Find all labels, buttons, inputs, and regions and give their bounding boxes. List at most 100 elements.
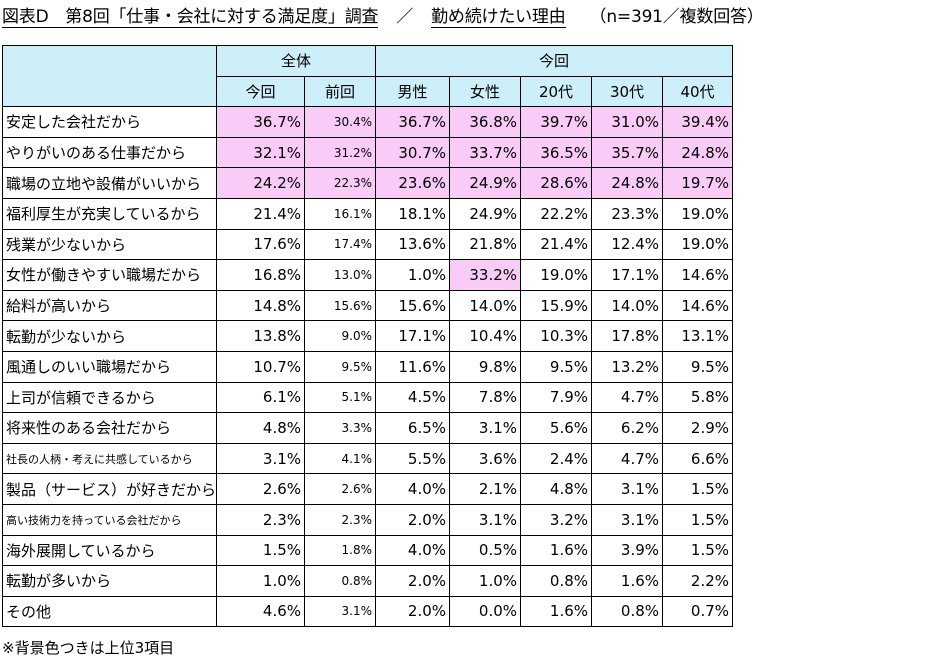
data-cell: 24.9% [449,197,522,230]
data-cell: 2.0% [375,503,451,536]
data-cell: 2.0% [375,565,451,597]
data-cell: 2.3% [216,503,306,536]
row-label: 製品（サービス）が好きだから [1,473,218,505]
data-cell: 0.5% [449,534,522,567]
data-cell: 4.8% [216,412,306,444]
table-row: 社長の人柄・考えに共感しているから 3.1% 4.1% 5.5% 3.6% 2.4% 4.7… [1,442,734,475]
data-cell: 30.7% [375,136,451,169]
data-cell: 23.3% [591,197,664,230]
data-cell: 7.9% [520,381,593,414]
data-cell: 2.1% [449,473,522,505]
data-cell: 24.8% [662,136,734,169]
data-cell: 33.7% [449,136,522,169]
data-cell: 19.0% [520,259,593,291]
title-topic: 勤め続けたい理由 [431,7,566,28]
title-sample-size: （n=391／複数回答） [589,7,764,27]
data-cell: 1.5% [662,534,734,567]
data-cell: 14.6% [662,259,734,291]
data-cell: 4.8% [520,473,593,505]
data-cell: 19.0% [662,228,734,261]
data-cell: 16.1% [304,197,377,230]
data-cell: 33.2% [449,259,522,291]
data-cell: 3.9% [591,534,664,567]
table-row: やりがいのある仕事だから 32.1% 31.2% 30.7% 33.7% 36.5% 35.… [1,136,734,169]
data-cell: 14.0% [591,289,664,322]
row-label: 安定した会社だから [1,106,218,138]
column-header-row: 今回 前回 男性 女性 20代 30代 40代 [3,75,734,108]
corner-cell [1,44,218,108]
data-cell: 3.1% [591,473,664,505]
data-cell: 36.5% [520,136,593,169]
data-cell: 32.1% [216,136,306,169]
table-row: 上司が信頼できるから 6.1% 5.1% 4.5% 7.8% 7.9% 4.7% 5.8% [1,381,734,414]
table-row: 女性が働きやすい職場だから 16.8% 13.0% 1.0% 33.2% 19.0% 17.… [1,259,734,291]
data-cell: 39.7% [520,106,593,138]
data-cell: 2.0% [375,595,451,628]
row-label: 女性が働きやすい職場だから [1,259,218,291]
data-cell: 19.7% [662,167,734,199]
data-cell: 22.3% [304,167,377,199]
data-cell: 6.1% [216,381,306,414]
data-cell: 1.5% [662,473,734,505]
column-header: 男性 [375,75,451,108]
data-cell: 1.0% [449,565,522,597]
table-row: 風通しのいい職場だから 10.7% 9.5% 11.6% 9.8% 9.5% 13.2% 9.… [1,350,734,383]
data-cell: 2.3% [304,503,377,536]
data-cell: 6.2% [591,412,664,444]
row-label: 将来性のある会社だから [1,412,218,444]
data-cell: 3.1% [449,503,522,536]
table-row: 製品（サービス）が好きだから 2.6% 2.6% 4.0% 2.1% 4.8% 3.1% 1.… [1,473,734,505]
data-cell: 5.1% [304,381,377,414]
data-cell: 2.9% [662,412,734,444]
data-cell: 0.7% [662,595,734,628]
data-cell: 11.6% [375,350,451,383]
data-cell: 13.2% [591,350,664,383]
data-cell: 5.5% [375,442,451,475]
table-row: 職場の立地や設備がいいから 24.2% 22.3% 23.6% 24.9% 28.6% 24… [1,167,734,199]
table-row: 給料が高いから 14.8% 15.6% 15.6% 14.0% 15.9% 14.0% 14.… [1,289,734,322]
data-cell: 14.8% [216,289,306,322]
column-header: 前回 [304,75,377,108]
column-header: 女性 [449,75,522,108]
data-cell: 12.4% [591,228,664,261]
data-cell: 39.4% [662,106,734,138]
data-cell: 2.4% [520,442,593,475]
data-cell: 1.6% [520,595,593,628]
title-survey: 図表D 第8回「仕事・会社に対する満足度」調査 [2,7,379,28]
table-body: 安定した会社だから 36.7% 30.4% 36.7% 36.8% 39.7% 31.0% 3… [1,106,734,628]
data-cell: 14.0% [449,289,522,322]
group-header-overall: 全体 [216,45,377,77]
data-cell: 4.7% [591,442,664,475]
row-label: 社長の人柄・考えに共感しているから [1,442,218,475]
data-cell: 0.8% [520,565,593,597]
data-cell: 6.6% [662,442,734,475]
data-cell: 3.2% [520,503,593,536]
data-cell: 2.6% [304,473,377,505]
data-cell: 17.8% [591,320,664,352]
table-row: 転勤が少ないから 13.8% 9.0% 17.1% 10.4% 10.3% 17.8% 13.… [1,320,734,352]
data-cell: 4.7% [591,381,664,414]
data-cell: 5.6% [520,412,593,444]
data-cell: 21.4% [520,228,593,261]
data-cell: 36.8% [449,106,522,138]
table-row: 海外展開しているから 1.5% 1.8% 4.0% 0.5% 1.6% 3.9% 1.5% [1,534,734,567]
data-cell: 13.8% [216,320,306,352]
data-cell: 0.8% [304,565,377,597]
column-header: 30代 [591,75,664,108]
data-cell: 1.6% [520,534,593,567]
data-cell: 23.6% [375,167,451,199]
data-cell: 36.7% [375,106,451,138]
data-cell: 15.6% [375,289,451,322]
table-row: 福利厚生が充実しているから 21.4% 16.1% 18.1% 24.9% 22.2% 23… [1,197,734,230]
data-cell: 31.0% [591,106,664,138]
data-cell: 0.8% [591,595,664,628]
data-cell: 9.5% [304,350,377,383]
row-label: 高い技術力を持っている会社だから [1,503,218,536]
data-cell: 18.1% [375,197,451,230]
row-label: 給料が高いから [1,289,218,322]
group-header-current: 今回 [375,45,734,77]
row-label: その他 [1,595,218,628]
data-cell: 10.7% [216,350,306,383]
chart-title: 図表D 第8回「仕事・会社に対する満足度」調査 ／ 勤め続けたい理由 （n=391／複… [2,6,764,28]
data-cell: 4.6% [216,595,306,628]
